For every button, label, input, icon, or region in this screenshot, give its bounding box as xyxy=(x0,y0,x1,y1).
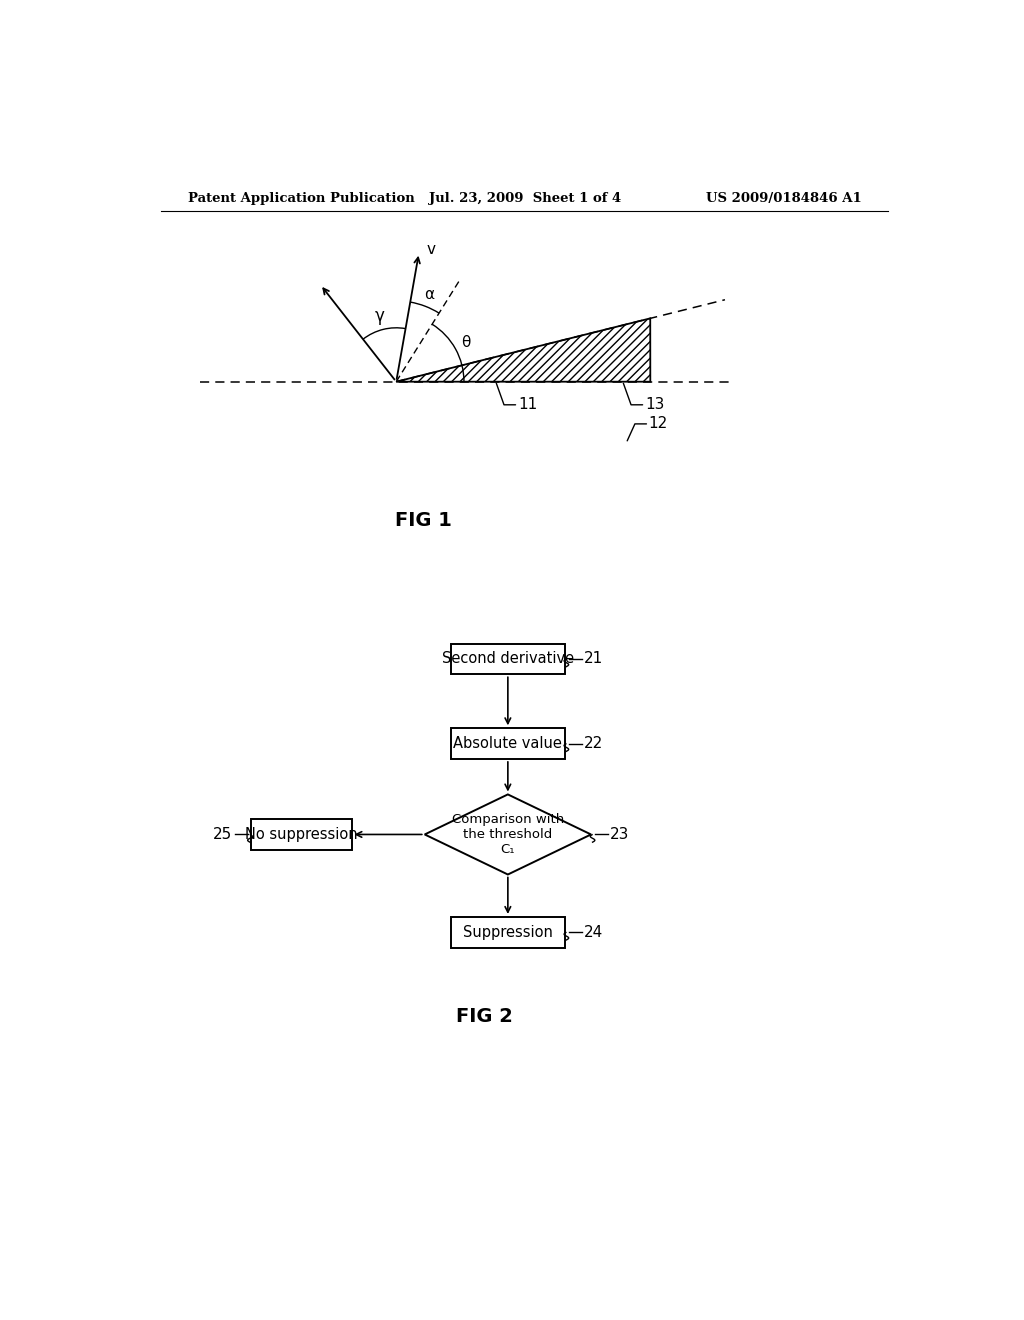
Text: 21: 21 xyxy=(584,651,603,667)
Text: Suppression: Suppression xyxy=(463,925,553,940)
FancyBboxPatch shape xyxy=(252,818,351,850)
FancyBboxPatch shape xyxy=(451,729,565,759)
Text: 12: 12 xyxy=(649,416,668,432)
FancyBboxPatch shape xyxy=(451,917,565,948)
Polygon shape xyxy=(425,795,591,875)
Text: Absolute value: Absolute value xyxy=(454,737,562,751)
FancyBboxPatch shape xyxy=(451,644,565,675)
Text: 23: 23 xyxy=(610,826,630,842)
Text: Patent Application Publication: Patent Application Publication xyxy=(188,191,415,205)
Text: No suppression: No suppression xyxy=(245,826,357,842)
Text: v: v xyxy=(427,242,435,257)
Text: 22: 22 xyxy=(584,737,603,751)
Text: Jul. 23, 2009  Sheet 1 of 4: Jul. 23, 2009 Sheet 1 of 4 xyxy=(429,191,621,205)
Text: Comparison with
the threshold
C₁: Comparison with the threshold C₁ xyxy=(452,813,564,855)
Text: α: α xyxy=(425,288,434,302)
Text: 11: 11 xyxy=(518,397,538,412)
Text: US 2009/0184846 A1: US 2009/0184846 A1 xyxy=(707,191,862,205)
Text: γ: γ xyxy=(375,308,385,325)
Text: 24: 24 xyxy=(584,925,603,940)
Text: 25: 25 xyxy=(213,826,232,842)
Text: Second derivative: Second derivative xyxy=(441,651,573,667)
Text: θ: θ xyxy=(462,335,471,350)
Text: FIG 1: FIG 1 xyxy=(394,511,452,529)
Text: 13: 13 xyxy=(645,397,665,412)
Text: FIG 2: FIG 2 xyxy=(457,1007,513,1027)
